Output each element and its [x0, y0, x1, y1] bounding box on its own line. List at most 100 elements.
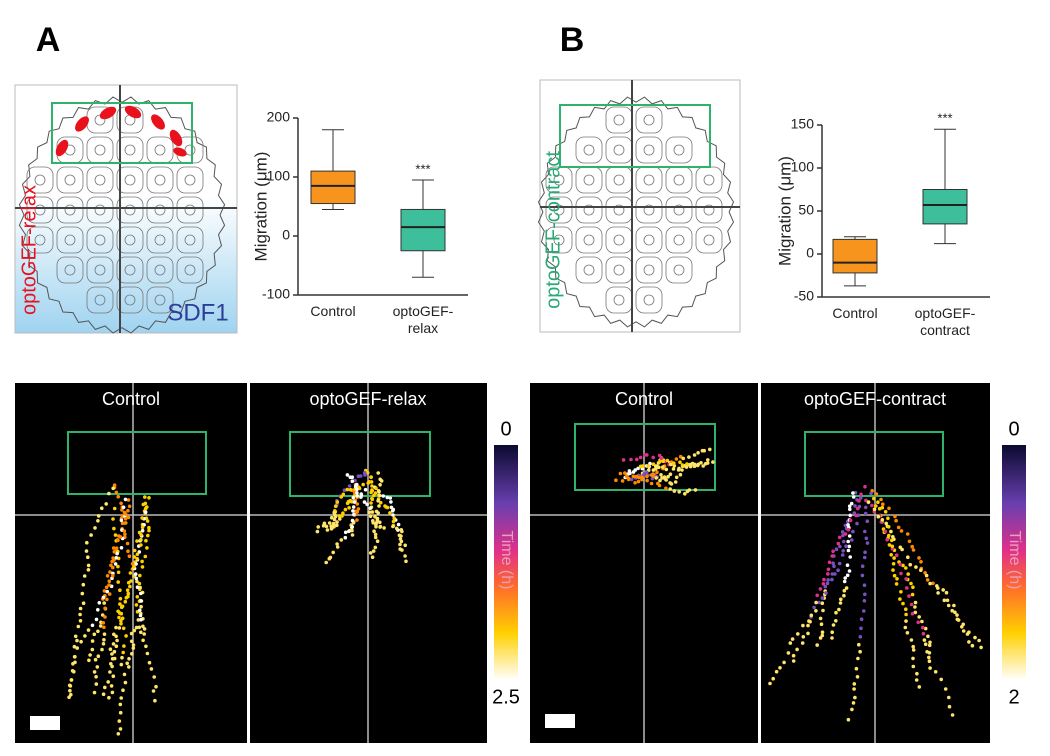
track-dot: [950, 608, 954, 613]
track-dot: [665, 458, 670, 463]
track-dot: [370, 555, 375, 559]
track-dot: [114, 490, 119, 495]
track-dot: [894, 518, 898, 523]
nucleus: [124, 174, 136, 186]
track-dot: [638, 455, 643, 460]
track-dot: [858, 635, 863, 639]
track-dot: [127, 657, 131, 661]
track-dot: [892, 573, 897, 578]
nucleus: [583, 174, 595, 186]
nucleus: [124, 294, 136, 306]
track-dot: [812, 605, 816, 610]
track-dot: [137, 625, 142, 630]
track-dot: [668, 487, 672, 491]
nucleus: [613, 234, 625, 246]
track-dot: [838, 601, 843, 605]
track-dot: [139, 543, 143, 547]
track-dot: [122, 644, 126, 648]
track-dot: [680, 468, 684, 472]
track-dot: [138, 613, 143, 618]
track-dot: [817, 600, 821, 605]
track-dot: [101, 642, 106, 646]
track-dot: [922, 638, 927, 642]
track-dot: [381, 494, 386, 498]
track-dot: [848, 518, 853, 523]
track-dot: [121, 688, 125, 692]
track-dot: [102, 638, 106, 642]
track-dot: [372, 529, 376, 533]
track-dot: [658, 478, 662, 483]
track-dot: [818, 616, 823, 621]
cell: [545, 196, 573, 224]
track-dot: [831, 561, 835, 565]
track-dot: [655, 470, 659, 475]
nucleus: [154, 234, 166, 246]
track-dot: [857, 642, 861, 647]
track-dot: [374, 486, 378, 491]
track-dot: [335, 500, 340, 504]
track-dot: [375, 539, 380, 543]
track-dot: [140, 559, 144, 564]
track-dot: [970, 643, 975, 648]
track-dot: [315, 529, 320, 534]
track-dot: [376, 511, 381, 515]
track-dot: [341, 492, 346, 497]
track-dot: [108, 647, 113, 651]
track-dot: [124, 521, 128, 525]
track-dot: [103, 615, 107, 619]
track-dot: [905, 586, 909, 590]
track-dot: [145, 546, 149, 550]
panel-label: B: [560, 21, 585, 59]
cell: [575, 196, 603, 224]
track-dot: [850, 707, 854, 712]
track-dot: [118, 710, 123, 715]
track-dot: [818, 636, 823, 640]
track-dot: [130, 562, 135, 566]
track-dot: [928, 640, 932, 645]
track-dot: [130, 652, 134, 656]
track-dot: [399, 534, 403, 538]
cell: [146, 286, 174, 314]
track-dot: [863, 592, 867, 597]
track-dot: [368, 551, 373, 555]
track-dot: [808, 619, 812, 624]
track-dot: [111, 565, 115, 570]
track-dot: [140, 525, 145, 529]
cell: [116, 196, 144, 224]
track-dot: [82, 574, 87, 578]
track-dot: [126, 498, 131, 502]
track-dot: [819, 622, 824, 626]
significance: ***: [937, 111, 952, 126]
image-label: optoGEF-relax: [309, 389, 426, 409]
track-dot: [677, 490, 681, 494]
track-dot: [649, 481, 654, 486]
track-dot: [352, 512, 356, 517]
track-dot: [911, 656, 915, 661]
track-dot: [823, 584, 828, 589]
track-dot: [818, 587, 823, 591]
track-dot: [890, 538, 894, 543]
track-dot: [111, 642, 116, 646]
track-dot: [118, 602, 122, 606]
track-dot: [145, 651, 150, 656]
nucleus: [703, 234, 715, 246]
track-dot: [856, 656, 860, 661]
track-dot: [859, 617, 864, 621]
track-dot: [373, 535, 378, 540]
nucleus: [643, 144, 655, 156]
track-dot: [118, 535, 123, 539]
nucleus: [64, 174, 76, 186]
track-dot: [956, 618, 961, 622]
track-dot: [891, 568, 895, 572]
cell: [86, 286, 114, 314]
nucleus: [154, 174, 166, 186]
track-dot: [863, 484, 867, 489]
cell: [86, 226, 114, 254]
track-dot: [628, 471, 632, 476]
cluster-outline: [537, 96, 735, 328]
track-dot: [927, 655, 931, 660]
track-dot: [399, 539, 404, 544]
track-dot: [687, 455, 691, 459]
track-dot: [885, 537, 889, 542]
track-dot: [887, 506, 891, 511]
